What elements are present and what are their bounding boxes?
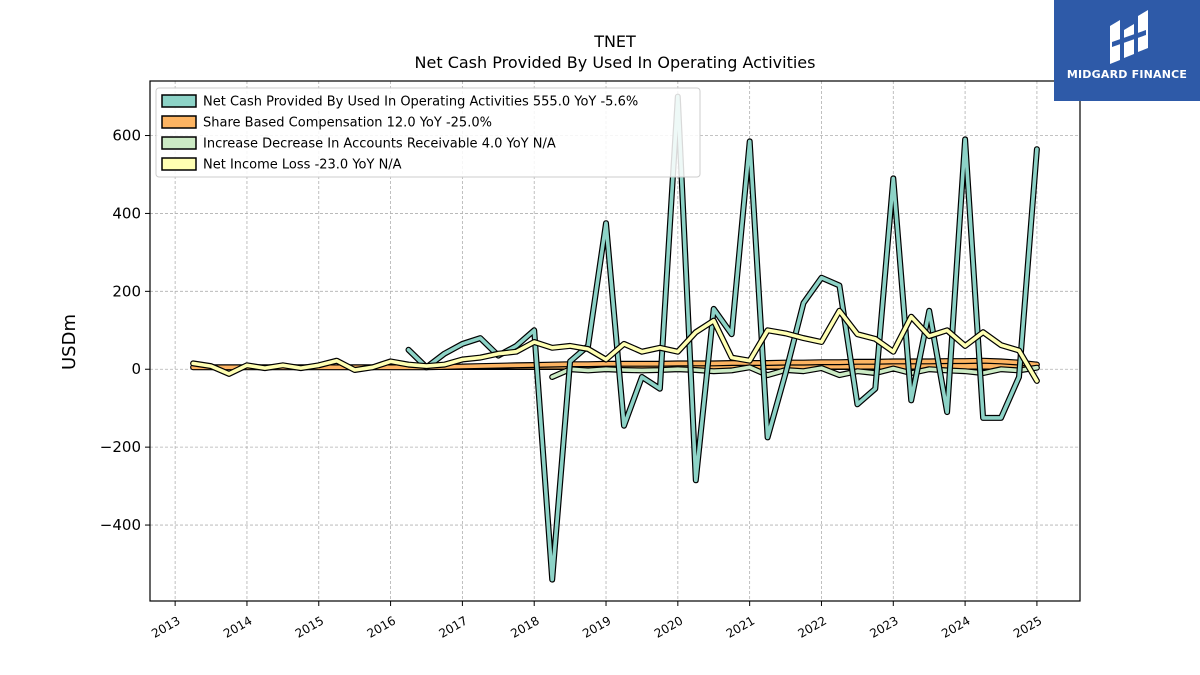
legend-entry: Net Cash Provided By Used In Operating A… [203,95,638,110]
legend-swatch [161,136,197,150]
brand-logo: MIDGARD FINANCE [1054,0,1200,101]
legend-swatch [161,157,197,171]
x-tick-label: 2022 [796,613,829,640]
x-tick-label: 2017 [436,613,469,640]
x-tick-label: 2015 [293,613,326,640]
series-line-2 [550,365,1039,379]
y-tick-label: −200 [100,438,141,456]
series-line-3 [191,308,1039,383]
x-tick-label: 2013 [149,613,182,640]
legend-entry: Share Based Compensation 12.0 YoY -25.0% [203,116,492,131]
y-tick-label: 200 [112,282,141,300]
series-group [190,93,1040,583]
legend-entry: Net Income Loss -23.0 YoY N/A [203,158,402,173]
legend-swatch [161,115,197,129]
chart-subtitle: Net Cash Provided By Used In Operating A… [415,53,816,72]
x-tick-label: 2018 [508,613,541,640]
series-line-1 [191,358,1039,370]
x-tick-label: 2023 [867,613,900,640]
x-tick-label: 2019 [580,613,613,640]
legend: Net Cash Provided By Used In Operating A… [155,87,701,178]
axes: 2013 2014 2015 2016 2017 2018 2019 2020 2021 2022… [100,127,1045,641]
y-axis-label: USDm [59,314,80,370]
legend-swatch [161,94,197,108]
plot-frame [149,80,1081,602]
x-tick-label: 2025 [1011,613,1044,640]
x-tick-label: 2024 [939,613,972,640]
series-line-0 [406,94,1039,582]
brand-name: MIDGARD FINANCE [1066,68,1188,81]
y-tick-label: 400 [112,204,141,222]
y-tick-label: −400 [100,516,141,534]
x-tick-label: 2016 [365,613,398,640]
x-tick-label: 2014 [221,613,254,640]
y-tick-label: 600 [112,127,141,145]
x-tick-label: 2021 [724,613,757,640]
legend-entry: Increase Decrease In Accounts Receivable… [203,137,556,152]
legend-box [155,87,701,178]
chart-title: TNET [593,32,636,51]
y-tick-label: 0 [131,360,141,378]
brand-mark-icon [1110,10,1148,64]
x-tick-label: 2020 [652,613,685,640]
